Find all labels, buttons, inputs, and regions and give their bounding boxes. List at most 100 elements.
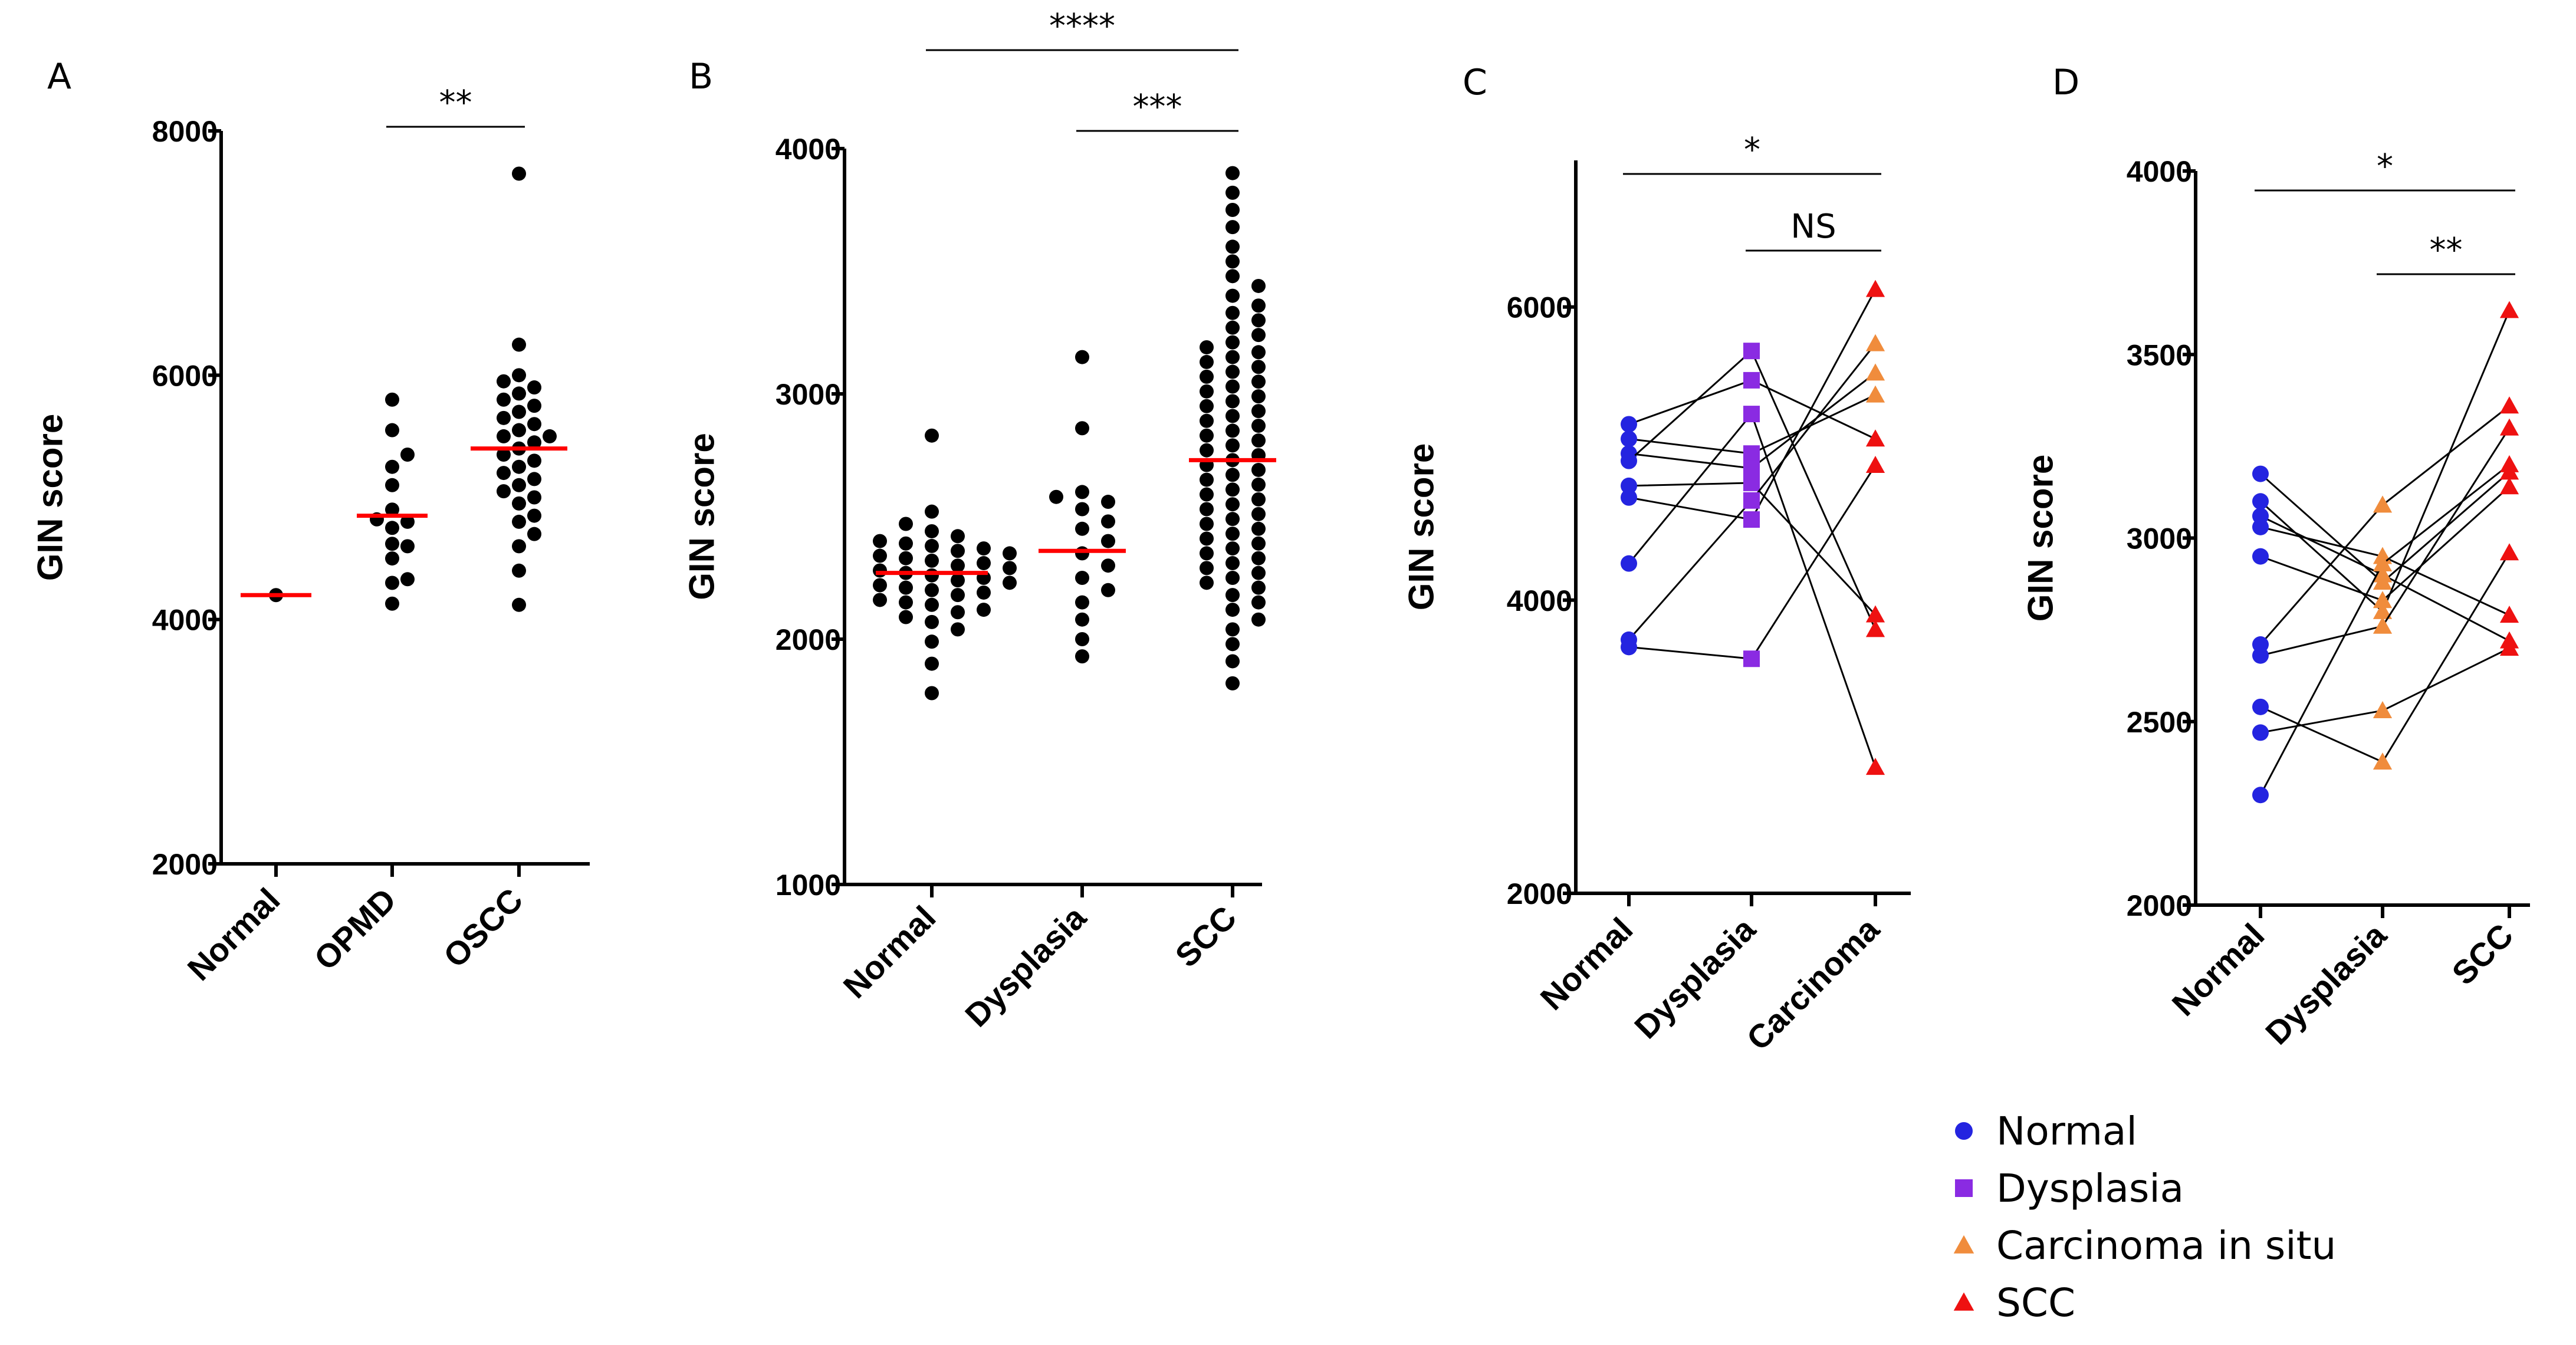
data-point — [873, 563, 887, 578]
data-point — [400, 539, 415, 554]
data-point — [2499, 543, 2519, 561]
data-point — [1225, 364, 1240, 379]
significance-label: *** — [1133, 88, 1182, 126]
data-point — [977, 585, 991, 600]
data-point — [1075, 485, 1089, 499]
data-point — [497, 410, 511, 425]
y-tick-label: 6000 — [152, 359, 218, 392]
legend-label: SCC — [1996, 1280, 2075, 1326]
data-point — [925, 614, 939, 629]
data-point — [1251, 612, 1266, 627]
data-point — [1225, 185, 1240, 200]
x-tick-label: OSCC — [436, 881, 530, 975]
panel-a: A 2000 4000 6000 8000 GIN score Normal OPMD OSC… — [31, 56, 590, 988]
data-point — [1225, 438, 1240, 453]
data-point — [899, 536, 913, 551]
x-tick-label: Normal — [1533, 910, 1640, 1017]
x-tick-label: Dysplasia — [1627, 910, 1763, 1045]
significance-label: ** — [439, 84, 472, 122]
legend-label: Carcinoma in situ — [1996, 1223, 2336, 1268]
y-axis-title: GIN score — [31, 414, 70, 581]
data-point — [1200, 546, 1214, 561]
data-point — [1200, 487, 1214, 502]
data-point — [1225, 394, 1240, 409]
data-point — [1743, 474, 1760, 491]
data-point — [2499, 301, 2519, 318]
data-point — [1075, 421, 1089, 436]
data-point — [1200, 340, 1214, 354]
y-tick-label: 2500 — [2127, 706, 2192, 739]
data-point — [385, 537, 399, 551]
x-tick-label: OPMD — [307, 881, 403, 977]
data-point — [1003, 576, 1017, 590]
data-point — [527, 435, 541, 450]
y-tick-label: 4000 — [1507, 584, 1572, 617]
data-point — [2252, 548, 2269, 565]
panel-c-letter: C — [1463, 62, 1487, 103]
data-point — [977, 603, 991, 617]
data-point — [512, 563, 526, 578]
data-point — [1225, 423, 1240, 438]
data-point — [1101, 514, 1115, 529]
data-point — [2499, 418, 2519, 436]
panel-d: D 2000 2500 3000 3500 4000 GIN score NormalDys… — [2021, 62, 2530, 1051]
data-point — [1075, 571, 1089, 585]
data-point — [1225, 239, 1240, 254]
data-point — [527, 399, 541, 413]
data-point — [2373, 565, 2393, 583]
y-tick-label: 1000 — [776, 869, 841, 902]
data-point — [512, 539, 526, 554]
data-point — [2499, 606, 2519, 623]
data-point — [1251, 551, 1266, 565]
data-point — [1225, 571, 1240, 585]
data-point — [1225, 637, 1240, 652]
data-point — [925, 656, 939, 671]
y-tick-label: 3000 — [776, 378, 841, 411]
y-axis-title: GIN score — [1402, 443, 1441, 610]
data-point — [951, 558, 965, 573]
data-point — [385, 423, 399, 438]
data-point — [1200, 561, 1214, 576]
data-point — [1075, 546, 1089, 561]
data-point — [951, 622, 965, 637]
data-point — [512, 368, 526, 383]
data-point — [527, 417, 541, 432]
data-point — [1101, 534, 1115, 548]
data-point — [1743, 406, 1760, 423]
data-point — [1865, 758, 1885, 775]
data-point — [385, 551, 399, 566]
data-point — [1251, 536, 1266, 551]
data-point — [1251, 492, 1266, 507]
data-point — [1200, 531, 1214, 546]
x-tick-label: Normal — [2165, 916, 2272, 1023]
data-point — [400, 572, 415, 587]
data-point — [2499, 477, 2519, 495]
data-point — [951, 544, 965, 558]
data-point — [1621, 639, 1637, 656]
data-point — [1225, 166, 1240, 180]
data-point — [512, 386, 526, 401]
data-point — [1225, 220, 1240, 235]
data-point — [385, 459, 399, 474]
y-tick-label: 4000 — [776, 133, 841, 166]
data-point — [400, 514, 415, 529]
data-point — [2499, 639, 2519, 656]
data-point — [1865, 429, 1885, 447]
data-point — [2252, 787, 2269, 804]
data-point — [1251, 462, 1266, 477]
data-point — [1075, 612, 1089, 627]
data-point — [1225, 588, 1240, 603]
data-point — [1743, 371, 1760, 389]
data-point — [1251, 507, 1266, 521]
data-point — [899, 551, 913, 565]
data-point — [2373, 616, 2393, 634]
data-point — [1251, 360, 1266, 374]
data-point — [1225, 409, 1240, 423]
data-point — [400, 447, 415, 462]
data-point — [1621, 452, 1637, 469]
data-point — [1743, 492, 1760, 509]
y-axis-title: GIN score — [682, 433, 722, 600]
data-point — [1621, 430, 1637, 448]
panel-b-letter: B — [689, 56, 713, 97]
